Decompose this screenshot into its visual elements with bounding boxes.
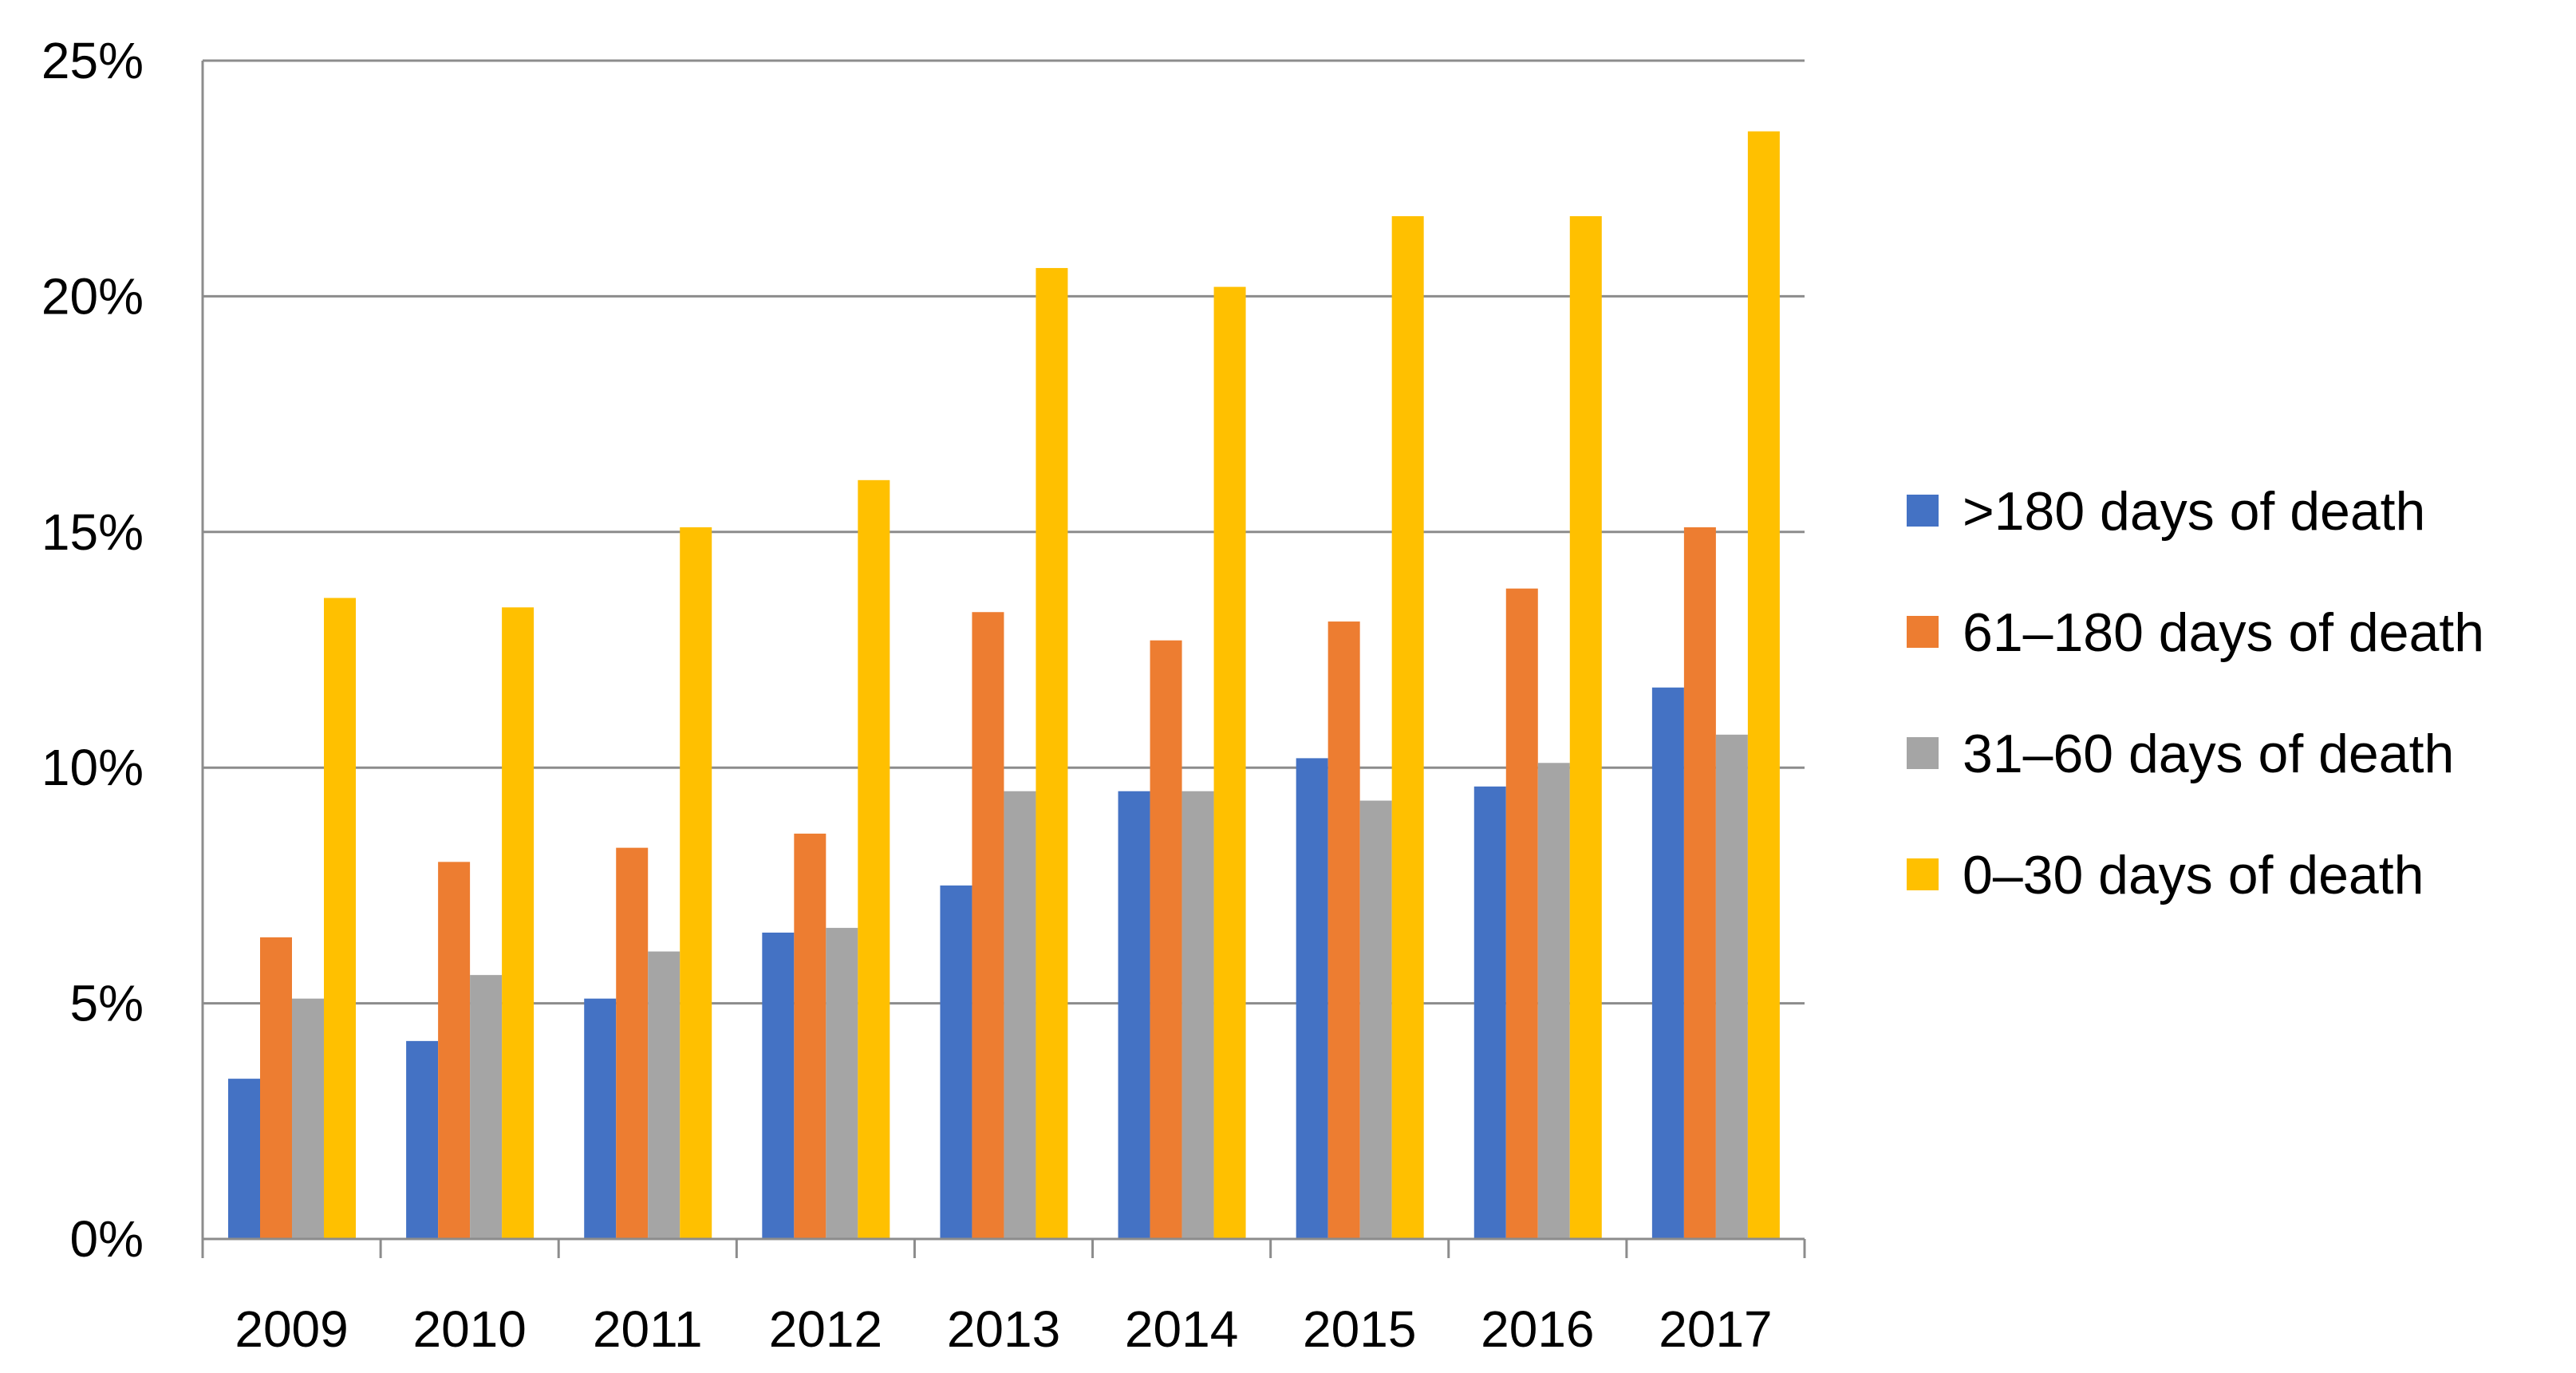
legend-label: 31–60 days of death <box>1963 724 2454 784</box>
legend-swatch <box>1907 858 1939 890</box>
bar <box>324 598 356 1239</box>
bar <box>1036 267 1068 1239</box>
legend-swatch <box>1907 616 1939 648</box>
bar <box>470 975 503 1239</box>
y-axis-tick-labels: 0% 5% 10% 15% 20% 25% <box>41 32 144 1268</box>
legend-label: >180 days of death <box>1963 481 2425 542</box>
bar <box>940 885 972 1239</box>
bar <box>1181 791 1214 1239</box>
bar <box>1747 131 1780 1239</box>
x-tick-label: 2016 <box>1481 1300 1594 1358</box>
bar <box>680 527 712 1239</box>
y-tick-label: 10% <box>41 739 144 796</box>
legend-label: 0–30 days of death <box>1963 845 2424 905</box>
x-tick-label: 2010 <box>412 1300 526 1358</box>
y-tick-label: 25% <box>41 32 144 89</box>
legend-swatch <box>1907 737 1939 769</box>
y-tick-label: 0% <box>70 1210 144 1268</box>
bar <box>1004 791 1036 1239</box>
x-axis-tick-labels: 2009 2010 2011 2012 2013 2014 2015 2016 2017 <box>235 1300 1772 1358</box>
bar <box>1150 640 1182 1239</box>
bar <box>406 1040 439 1239</box>
bar <box>616 847 649 1239</box>
bar <box>826 928 858 1239</box>
x-tick-label: 2011 <box>593 1300 703 1358</box>
bar <box>1296 758 1328 1239</box>
bar <box>1391 215 1424 1239</box>
x-tick-label: 2009 <box>235 1300 348 1358</box>
bar-series <box>228 131 1780 1240</box>
bar <box>972 612 1004 1239</box>
legend: >180 days of death 61–180 days of death 31… <box>1907 481 2484 905</box>
axes <box>201 61 1806 1258</box>
bar <box>858 479 890 1239</box>
bar <box>502 607 535 1239</box>
bar <box>1505 588 1538 1239</box>
bar <box>228 1079 260 1239</box>
bar <box>1359 800 1392 1239</box>
bar <box>1569 215 1602 1239</box>
bar <box>292 998 324 1239</box>
x-tick-label: 2013 <box>947 1300 1060 1358</box>
legend-swatch <box>1907 495 1939 527</box>
bar <box>260 937 292 1239</box>
x-tick-label: 2012 <box>769 1300 882 1358</box>
bar <box>1213 286 1246 1240</box>
x-tick-label: 2017 <box>1659 1300 1772 1358</box>
bar <box>1537 763 1570 1239</box>
bar <box>1715 734 1748 1239</box>
bar <box>794 833 826 1239</box>
bar <box>1473 786 1506 1239</box>
y-tick-label: 20% <box>41 267 144 325</box>
bar <box>1651 687 1684 1239</box>
y-tick-label: 5% <box>70 975 144 1032</box>
bar <box>438 862 471 1239</box>
bar <box>762 932 795 1239</box>
legend-label: 61–180 days of death <box>1963 602 2484 663</box>
x-tick-label: 2015 <box>1303 1300 1416 1358</box>
bar <box>1118 791 1150 1239</box>
bar <box>648 951 680 1239</box>
bar <box>1327 621 1360 1239</box>
y-tick-label: 15% <box>41 503 144 561</box>
bar <box>584 998 617 1239</box>
x-tick-label: 2014 <box>1125 1300 1238 1358</box>
bar <box>1683 527 1716 1239</box>
